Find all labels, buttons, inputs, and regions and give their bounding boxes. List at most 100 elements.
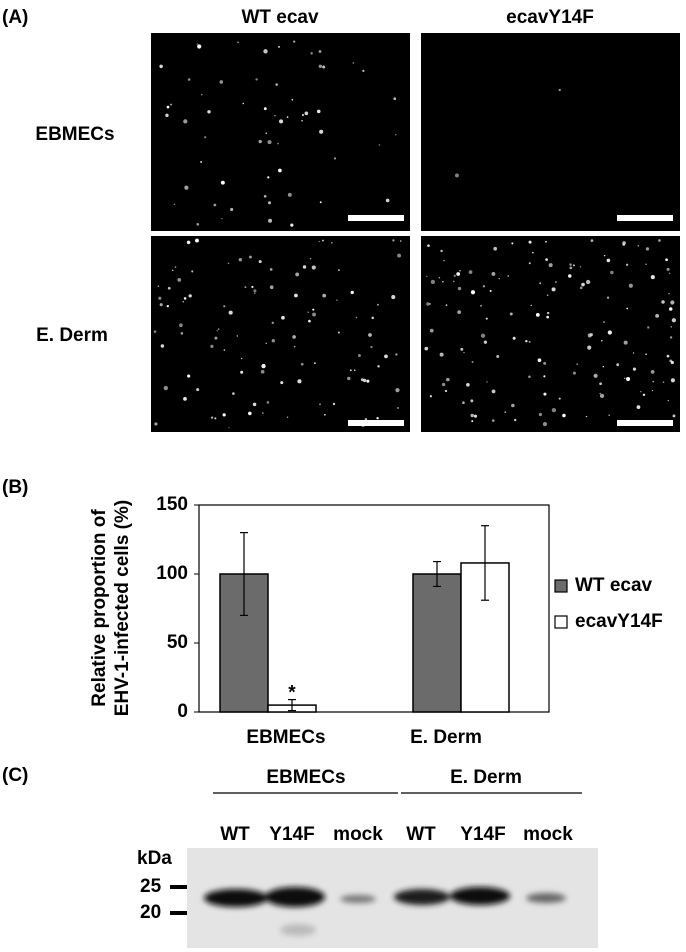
lane-label: Y14F (269, 824, 314, 845)
speckle (463, 351, 465, 354)
speckle (606, 258, 611, 263)
speckle (429, 328, 434, 333)
speckle (286, 416, 289, 419)
speckle (223, 349, 226, 351)
speckle (219, 80, 224, 84)
speckle (232, 392, 235, 395)
speckle (652, 380, 655, 383)
speckle (485, 317, 488, 320)
speckle (457, 286, 462, 291)
speckle (535, 312, 540, 317)
speckle (364, 418, 368, 421)
speckle (391, 295, 396, 300)
speckle (548, 263, 553, 268)
speckle (670, 378, 675, 383)
speckle (263, 49, 268, 54)
group-label: E. Derm (450, 767, 522, 788)
speckle (377, 365, 380, 368)
speckle (668, 292, 670, 295)
plot-frame (198, 504, 550, 713)
speckle (669, 336, 673, 339)
speckle (453, 280, 455, 283)
speckle (453, 274, 456, 277)
speckle (252, 402, 257, 407)
speckle (439, 352, 444, 357)
speckle (429, 303, 431, 305)
speckle (214, 336, 218, 340)
speckle (349, 369, 352, 372)
speckle (671, 318, 676, 323)
speckle (545, 240, 547, 243)
speckle (157, 285, 160, 287)
speckle (265, 132, 267, 134)
speckle (504, 411, 507, 414)
band (394, 889, 450, 905)
speckle (261, 363, 266, 369)
scale-bar (617, 420, 673, 426)
speckle (545, 258, 548, 261)
speckle (223, 305, 226, 308)
speckle (468, 270, 473, 274)
speckle (312, 308, 315, 311)
speckle (650, 370, 655, 374)
speckle (242, 102, 245, 105)
speckle (230, 207, 234, 212)
speckle (154, 422, 158, 426)
column-label: WT ecav (241, 7, 319, 28)
speckle (319, 201, 322, 204)
micrograph (421, 33, 680, 231)
column-label: ecavY14F (506, 7, 594, 28)
speckle (350, 290, 354, 295)
speckle (608, 414, 610, 416)
band (204, 889, 268, 907)
speckle (670, 326, 672, 328)
speckle (482, 285, 486, 288)
speckle (430, 279, 435, 285)
y-axis-title-line: Relative proportion of (89, 509, 110, 707)
speckle (214, 417, 217, 420)
speckle (291, 98, 294, 101)
speckle (307, 311, 309, 313)
speckle (483, 340, 488, 344)
speckle (204, 136, 207, 139)
speckle (491, 271, 496, 276)
speckle (640, 390, 642, 393)
speckle (511, 403, 515, 408)
speckle (319, 129, 324, 134)
speckle (167, 286, 171, 290)
speckle (470, 399, 474, 403)
speckle (311, 265, 316, 270)
speckle (555, 281, 557, 283)
speckle (585, 279, 591, 285)
speckle (542, 422, 548, 427)
speckle (227, 262, 230, 265)
speckle (493, 246, 498, 251)
micrograph (151, 33, 410, 231)
band (340, 895, 376, 903)
speckle (184, 185, 189, 190)
speckle (268, 218, 273, 223)
band (450, 887, 510, 905)
speckle (514, 418, 517, 422)
y-tick-label: 50 (167, 632, 188, 653)
speckle (236, 335, 239, 337)
speckle (318, 50, 322, 53)
speckle (399, 423, 402, 426)
speckle (441, 382, 446, 387)
speckle (457, 310, 462, 314)
x-tick-label: EBMECs (246, 727, 325, 748)
legend-label: WT ecav (575, 575, 653, 596)
speckle (293, 40, 296, 43)
lane-label: Y14F (460, 824, 505, 845)
speckle (581, 282, 585, 287)
y-axis-title: Relative proportion of EHV-1-infected ce… (89, 500, 133, 716)
speckle (222, 413, 226, 417)
speckle (459, 269, 461, 272)
speckle (191, 270, 194, 273)
lane-label: mock (333, 824, 383, 845)
speckle (275, 83, 278, 86)
speckle (547, 311, 550, 315)
speckle (163, 385, 169, 391)
unit-label: kDa (137, 848, 172, 869)
